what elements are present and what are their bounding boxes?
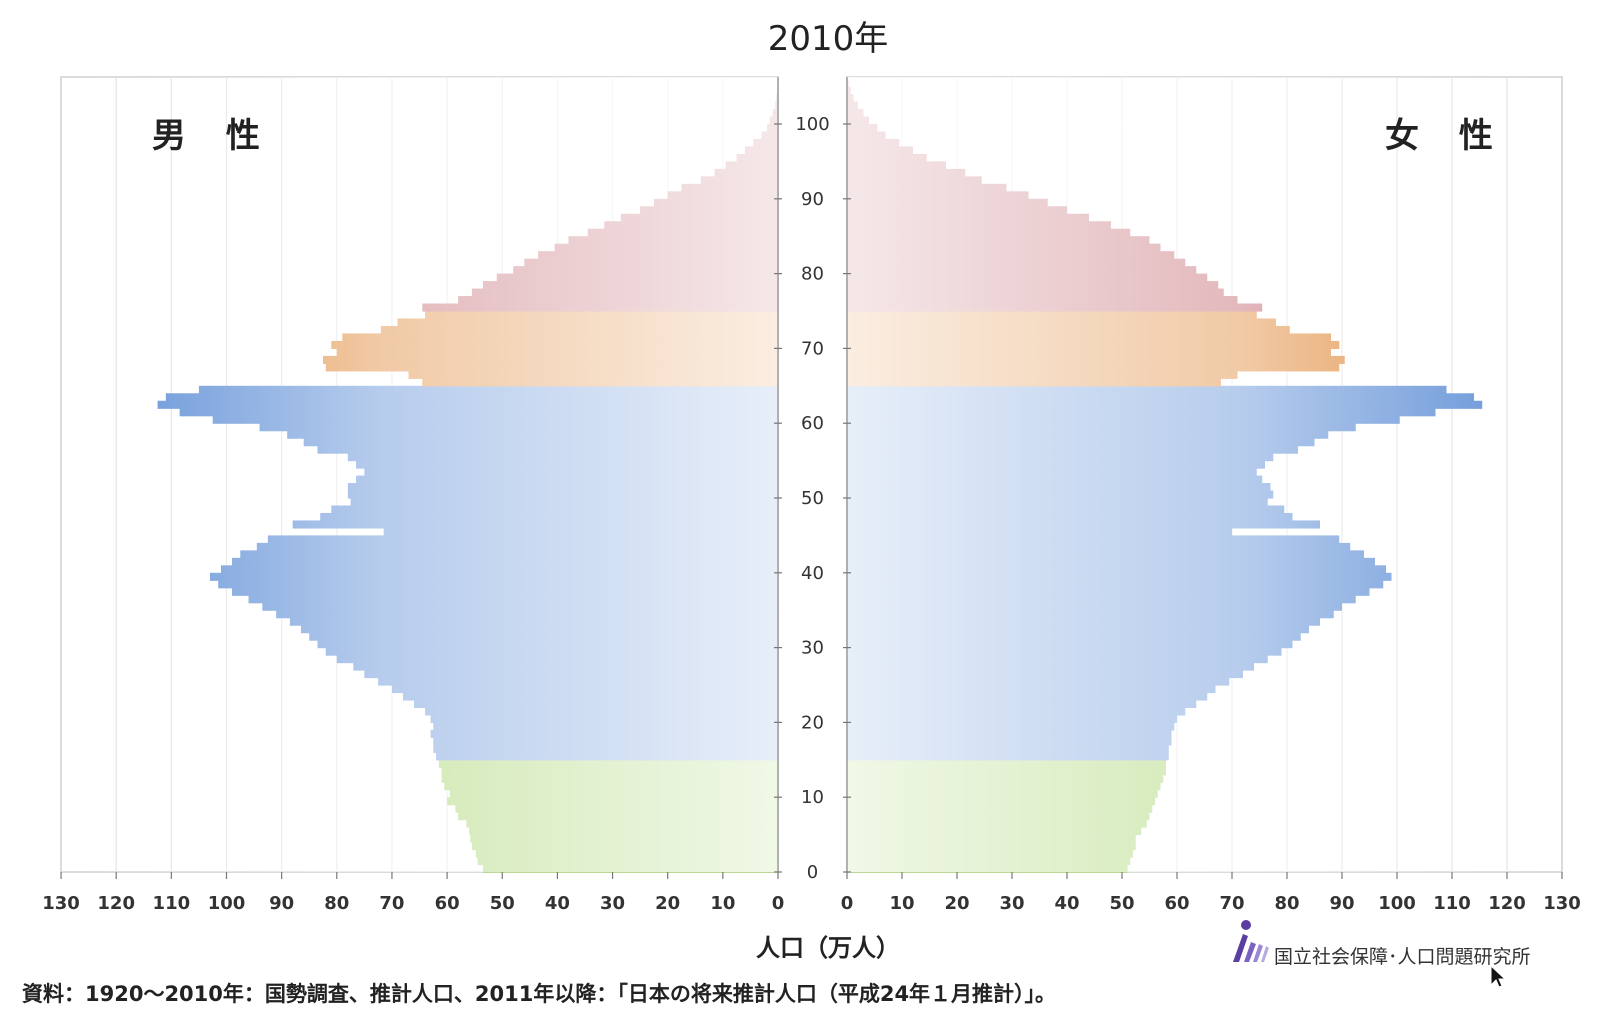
male-x-tick-label: 80 [324,893,349,914]
age-tick-label: 10 [801,787,824,808]
male-x-tick-label: 130 [42,893,80,914]
male-panel: 男 性 [60,76,779,873]
age-tick-label: 90 [801,189,824,210]
female-x-tick-label: 60 [1164,893,1189,914]
age-tick-label: 30 [801,638,824,659]
female-x-tick-label: 0 [841,893,854,914]
male-x-tick-label: 0 [772,893,785,914]
age-axis: 0 10 20 30 40 50 60 70 80 90 100 [774,77,851,883]
female-x-tick-label: 100 [1378,893,1416,914]
female-x-tick-label: 130 [1543,893,1581,914]
ipss-logo-icon [1233,920,1269,962]
male-label: 男 性 [152,116,274,156]
logo-text: 国立社会保障･人口問題研究所 [1274,946,1531,968]
source-note: 資料：1920～2010年：国勢調査、推計人口、2011年以降：「日本の将来推計… [22,982,1056,1006]
age-tick-label: 50 [801,488,824,509]
female-x-tick-label: 80 [1274,893,1299,914]
male-x-tick-label: 10 [710,893,735,914]
age-tick-label: 20 [801,712,824,733]
female-x-tick-label: 40 [1054,893,1079,914]
mouse-cursor-icon [1490,964,1507,988]
male-x-tick-label: 120 [97,893,135,914]
female-label: 女 性 [1385,116,1507,156]
male-x-tick-label: 70 [379,893,404,914]
female-panel: 女 性 [846,76,1563,873]
male-fade-overlay [61,77,778,872]
ipss-logo: 国立社会保障･人口問題研究所 [1233,920,1531,968]
female-fade-overlay [847,77,1562,872]
female-x-tick-label: 90 [1329,893,1354,914]
male-x-axis: 130 120 110 100 90 80 70 60 50 40 30 20 10 0 [42,872,784,914]
female-x-tick-label: 50 [1109,893,1134,914]
female-x-tick-label: 30 [999,893,1024,914]
chart-title: 2010年 [768,19,889,59]
age-tick-label: 40 [801,563,824,584]
female-x-tick-label: 120 [1488,893,1526,914]
male-x-tick-label: 50 [490,893,515,914]
female-x-tick-label: 10 [889,893,914,914]
age-tick-label: 100 [795,114,829,135]
male-x-tick-label: 110 [153,893,191,914]
male-x-tick-label: 60 [435,893,460,914]
age-tick-label: 80 [801,264,824,285]
age-tick-label: 0 [807,862,818,883]
age-tick-label: 60 [801,413,824,434]
male-x-tick-label: 100 [208,893,246,914]
female-x-tick-label: 70 [1219,893,1244,914]
female-x-tick-label: 110 [1433,893,1471,914]
age-tick-label: 70 [801,338,824,359]
male-x-tick-label: 90 [269,893,294,914]
female-x-tick-label: 20 [944,893,969,914]
male-x-tick-label: 20 [655,893,680,914]
male-x-tick-label: 30 [600,893,625,914]
male-x-tick-label: 40 [545,893,570,914]
x-axis-label: 人口（万人） [756,934,900,962]
